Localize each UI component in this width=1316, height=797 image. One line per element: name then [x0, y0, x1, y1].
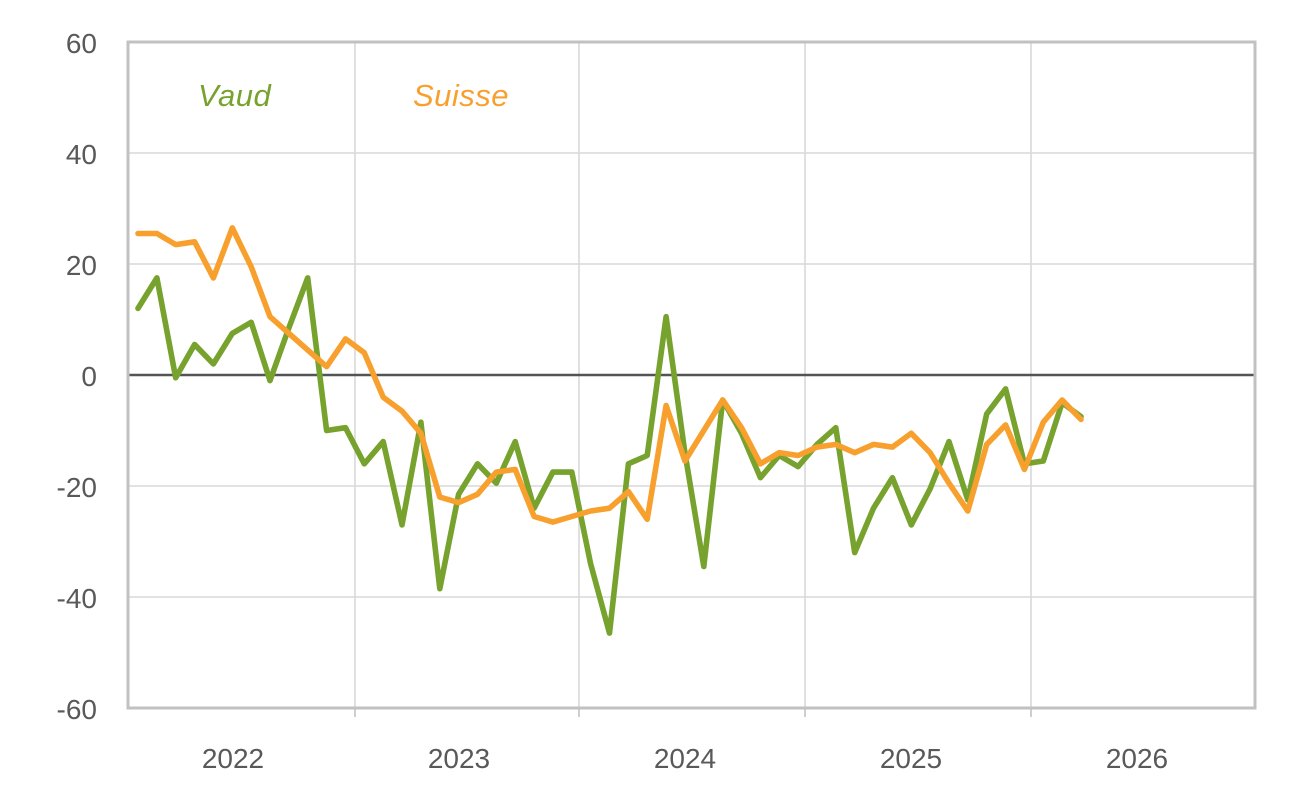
x-tick-label-2022: 2022: [202, 743, 264, 774]
y-tick-label: 60: [66, 28, 97, 59]
y-tick-label: -40: [57, 583, 97, 614]
legend-vaud: Vaud: [198, 78, 272, 113]
y-tick-label: -60: [57, 694, 97, 725]
plot-border: [126, 40, 1257, 710]
series-line-suisse: [135, 225, 1084, 525]
x-tick-label-2026: 2026: [1106, 743, 1168, 774]
y-tick-label: 40: [66, 139, 97, 170]
x-tick-label-2023: 2023: [428, 743, 490, 774]
plot-layer: [126, 40, 1257, 717]
y-tick-label: 0: [81, 361, 97, 392]
x-tick-label-2025: 2025: [880, 743, 942, 774]
legend-suisse: Suisse: [413, 78, 510, 113]
series-line-vaud: [135, 275, 1084, 636]
x-axis: 2022 2023 2024 2025 2026: [202, 743, 1168, 774]
y-axis: 60 40 20 0 -20 -40 -60: [57, 28, 97, 725]
x-tick-label-2024: 2024: [654, 743, 716, 774]
y-tick-label: -20: [57, 472, 97, 503]
y-tick-label: 20: [66, 250, 97, 281]
